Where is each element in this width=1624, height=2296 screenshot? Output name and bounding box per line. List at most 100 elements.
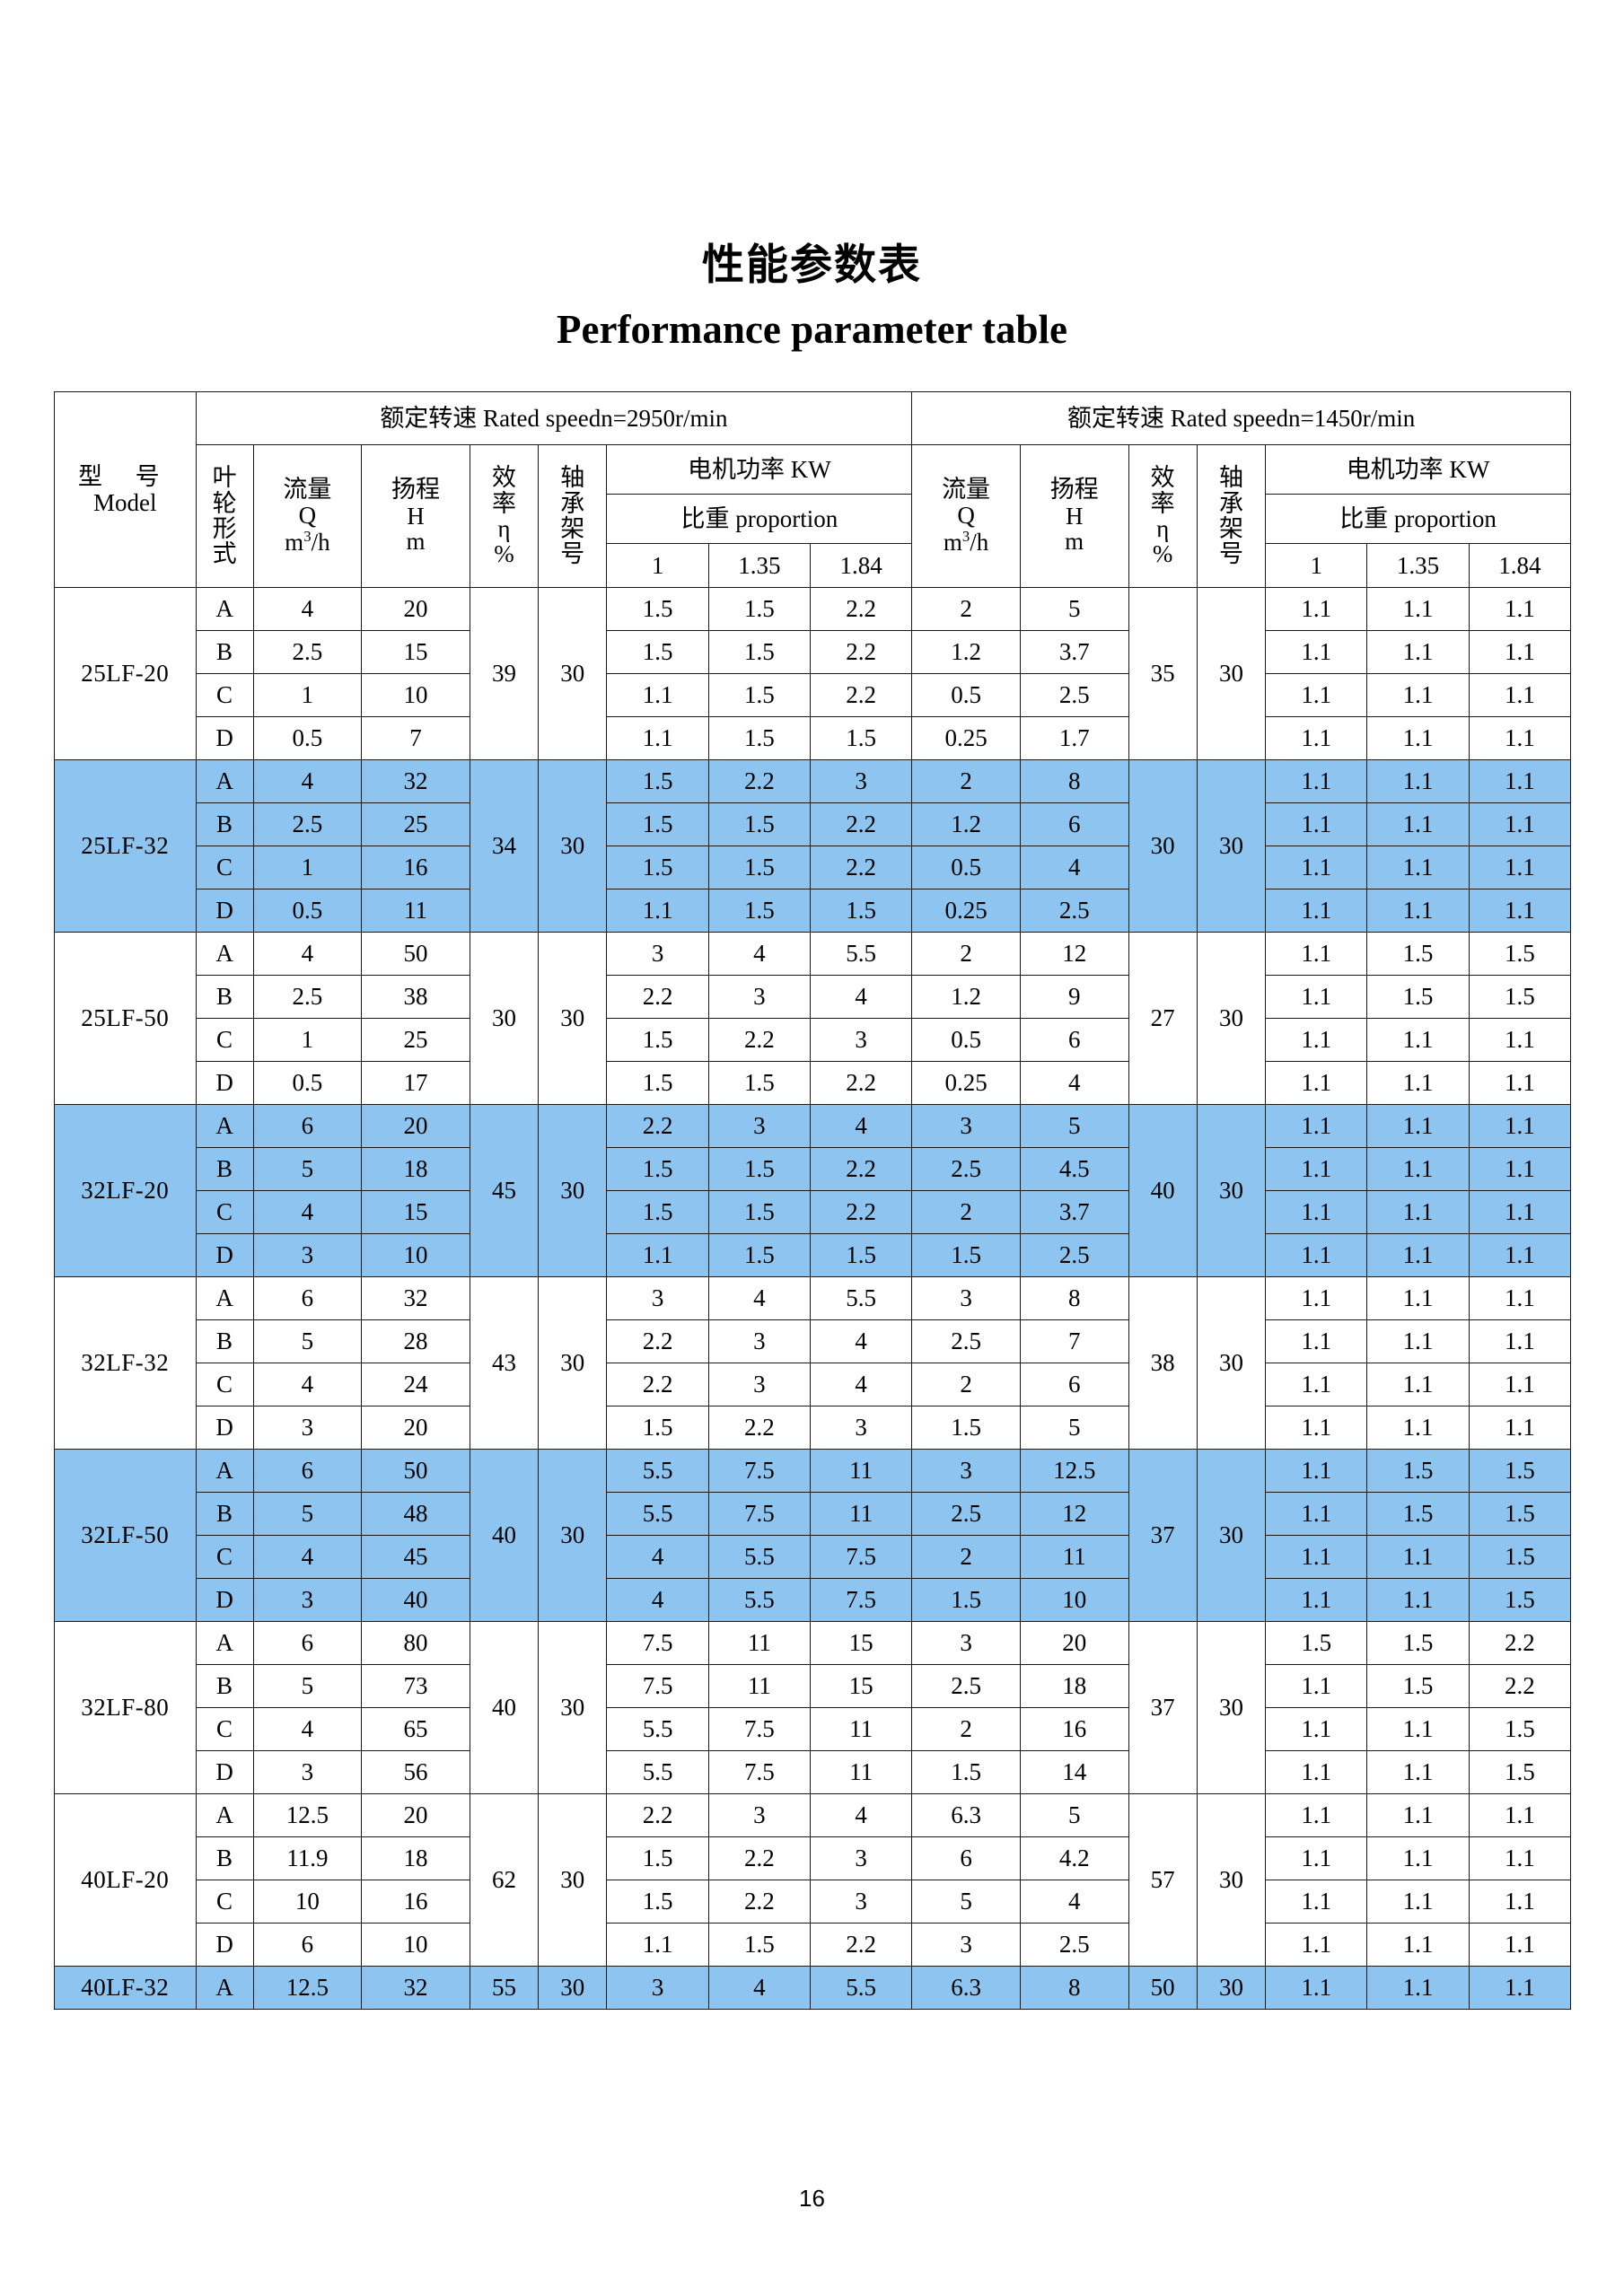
table-row: 25LF-50 A 4 50 30 30 3 4 5.5 2 12 27 30 1.1 1.5 1.5 [54, 932, 1572, 1105]
header-flow-unit-1450: m3/h [943, 527, 989, 556]
cell-power-1450-prop135: 1.1 [1366, 1406, 1470, 1450]
cell-power-1450-prop135: 1.1 [1366, 759, 1470, 803]
table-row: 40LF-32 A 12.5 32 55 30 3 4 5.5 6.3 8 50 30 1.1 1.1 1.1 [54, 1966, 1572, 2010]
cell-flow-1450: 3 [911, 1449, 1021, 1493]
cell-efficiency-1450: 30 [1128, 759, 1198, 933]
cell-head-2950: 48 [361, 1492, 470, 1536]
table-row: B 2.5 25 1.5 1.5 2.2 1.2 6 1.1 1.1 1.1 [55, 802, 1572, 846]
header-row-columns: 叶轮形式 流量 Q m3/h 扬程 H m 效率 η% 轴承架号 [55, 444, 1571, 588]
cell-power-1450-prop135: 1.5 [1366, 1492, 1470, 1536]
cell-power-2950-prop1: 1.5 [606, 846, 709, 889]
cell-power-2950-prop184: 4 [809, 1319, 913, 1363]
cell-efficiency-1450: 57 [1128, 1793, 1198, 1967]
table-row: 32LF-50 A 6 50 40 30 5.5 7.5 11 3 12.5 37 30 1.1 1.5 1.… [54, 1449, 1572, 1622]
cell-power-2950-prop135: 2.2 [707, 759, 811, 803]
cell-impeller-type: D [195, 1061, 254, 1105]
header-efficiency-1450: 效率 η% [1128, 444, 1198, 588]
cell-power-2950-prop1: 1.1 [606, 889, 709, 933]
cell-flow-1450: 2.5 [911, 1492, 1021, 1536]
cell-power-2950-prop135: 3 [707, 1319, 811, 1363]
cell-impeller-type: B [195, 1664, 254, 1708]
cell-head-1450: 16 [1019, 1707, 1129, 1751]
cell-model: 32LF-50 [54, 1449, 197, 1622]
header-flow-1450: 流量 Q m3/h [911, 444, 1021, 588]
cell-head-2950: 50 [361, 1449, 470, 1493]
cell-impeller-type: B [195, 1319, 254, 1363]
cell-power-1450-prop184: 1.1 [1468, 1104, 1572, 1148]
cell-head-1450: 4.5 [1019, 1147, 1129, 1191]
cell-flow-2950: 10 [252, 1880, 363, 1924]
table-header: 型 号 Model 额定转速 Rated speedn=2950r/min 额定… [54, 391, 1572, 588]
table-row: C 4 15 1.5 1.5 2.2 2 3.7 1.1 1.1 1.1 [55, 1190, 1572, 1234]
cell-flow-2950: 2.5 [252, 975, 363, 1019]
cell-power-1450-prop1: 1.1 [1265, 1707, 1368, 1751]
cell-power-1450-prop1: 1.1 [1265, 1793, 1368, 1837]
cell-power-2950-prop184: 2.2 [809, 802, 913, 846]
cell-impeller-type: B [195, 1147, 254, 1191]
cell-impeller-type: D [195, 1406, 254, 1450]
header-impeller-type-2950: 叶轮形式 [195, 444, 254, 588]
cell-power-2950-prop135: 5.5 [707, 1535, 811, 1579]
cell-flow-2950: 3 [252, 1750, 363, 1794]
cell-flow-1450: 2 [911, 587, 1021, 631]
cell-efficiency-2950: 43 [469, 1276, 540, 1450]
cell-flow-1450: 3 [911, 1621, 1021, 1665]
cell-impeller-type: A [195, 1449, 254, 1493]
cell-power-2950-prop1: 1.5 [606, 1836, 709, 1880]
cell-impeller-type: B [195, 975, 254, 1019]
cell-head-1450: 10 [1019, 1578, 1129, 1622]
cell-head-1450: 2.5 [1019, 1233, 1129, 1277]
cell-flow-1450: 0.5 [911, 673, 1021, 717]
header-ratio-1-1450: 1 [1265, 543, 1368, 588]
cell-power-2950-prop135: 7.5 [707, 1707, 811, 1751]
cell-impeller-type: D [195, 716, 254, 760]
cell-power-1450-prop184: 1.5 [1468, 1535, 1572, 1579]
cell-impeller-type: A [195, 1966, 254, 2010]
cell-power-2950-prop135: 3 [707, 1793, 811, 1837]
cell-power-1450-prop184: 1.1 [1468, 1836, 1572, 1880]
cell-power-1450-prop184: 1.5 [1468, 1578, 1572, 1622]
cell-head-2950: 15 [361, 1190, 470, 1234]
cell-power-2950-prop184: 2.2 [809, 1923, 913, 1967]
cell-power-2950-prop135: 1.5 [707, 1233, 811, 1277]
cell-head-2950: 56 [361, 1750, 470, 1794]
cell-head-2950: 80 [361, 1621, 470, 1665]
cell-power-2950-prop184: 15 [809, 1664, 913, 1708]
cell-power-1450-prop184: 1.1 [1468, 1319, 1572, 1363]
header-flow-chinese-1450: 流量 [942, 475, 991, 504]
cell-flow-1450: 2.5 [911, 1319, 1021, 1363]
header-bearing-1450: 轴承架号 [1196, 444, 1267, 588]
cell-power-2950-prop184: 3 [809, 759, 913, 803]
cell-model: 40LF-20 [54, 1793, 197, 1967]
cell-efficiency-1450: 50 [1128, 1966, 1198, 2010]
cell-impeller-type: C [195, 846, 254, 889]
cell-power-2950-prop135: 11 [707, 1621, 811, 1665]
cell-bearing-1450: 30 [1196, 587, 1267, 760]
cell-power-1450-prop1: 1.1 [1265, 1664, 1368, 1708]
cell-model: 32LF-80 [54, 1621, 197, 1794]
cell-power-1450-prop1: 1.5 [1265, 1621, 1368, 1665]
cell-impeller-type: C [195, 1363, 254, 1407]
table-row: C 4 65 5.5 7.5 11 2 16 1.1 1.1 1.5 [55, 1707, 1572, 1751]
table-row: 25LF-20 A 4 20 39 30 1.5 1.5 2.2 2 5 35 30 1.1 1.1 1.1 [54, 587, 1572, 760]
cell-power-1450-prop184: 1.1 [1468, 1061, 1572, 1105]
cell-power-1450-prop1: 1.1 [1265, 1406, 1368, 1450]
cell-power-2950-prop135: 4 [707, 1966, 811, 2010]
cell-impeller-type: A [195, 1104, 254, 1148]
cell-head-1450: 4.2 [1019, 1836, 1129, 1880]
cell-flow-1450: 1.2 [911, 802, 1021, 846]
header-row-ratios: 1 1.35 1.84 1 1.35 1.84 [55, 543, 1572, 588]
cell-flow-2950: 4 [252, 587, 363, 631]
cell-power-1450-prop1: 1.1 [1265, 1492, 1368, 1536]
cell-power-2950-prop1: 2.2 [606, 1104, 709, 1148]
cell-head-2950: 16 [361, 1880, 470, 1924]
table-row: 32LF-20 A 6 20 45 30 2.2 3 4 3 5 40 30 1.1 1.1 1.1 [54, 1104, 1572, 1277]
cell-flow-2950: 5 [252, 1319, 363, 1363]
header-model-english: Model [93, 489, 157, 516]
cell-power-2950-prop1: 2.2 [606, 1319, 709, 1363]
table-row: C 4 24 2.2 3 4 2 6 1.1 1.1 1.1 [55, 1363, 1572, 1407]
cell-flow-1450: 1.2 [911, 630, 1021, 674]
cell-power-2950-prop184: 11 [809, 1707, 913, 1751]
cell-power-2950-prop135: 1.5 [707, 802, 811, 846]
cell-head-1450: 6 [1019, 1018, 1129, 1062]
